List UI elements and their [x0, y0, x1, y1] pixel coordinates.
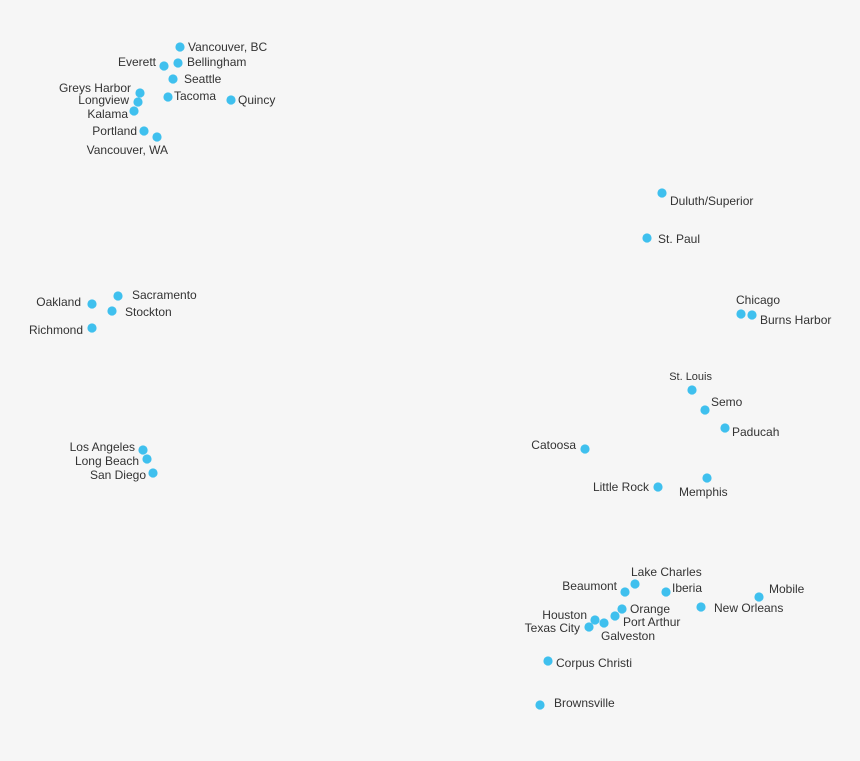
port-label-vancouver-bc: Vancouver, BC	[188, 40, 267, 54]
port-marker-longview[interactable]	[133, 97, 143, 107]
port-marker-iberia[interactable]	[661, 587, 671, 597]
port-marker-quincy[interactable]	[226, 95, 236, 105]
port-label-chicago: Chicago	[736, 293, 780, 307]
port-label-texas-city: Texas City	[525, 621, 580, 635]
port-label-long-beach: Long Beach	[75, 454, 139, 468]
port-label-catoosa: Catoosa	[531, 438, 576, 452]
port-label-paducah: Paducah	[732, 425, 779, 439]
port-label-st-louis: St. Louis	[669, 371, 712, 383]
port-label-little-rock: Little Rock	[593, 480, 650, 494]
port-label-oakland: Oakland	[36, 295, 81, 309]
port-marker-corpus-christi[interactable]	[543, 656, 553, 666]
port-label-los-angeles: Los Angeles	[70, 440, 135, 454]
port-label-portland: Portland	[92, 124, 137, 138]
port-label-greys-harbor: Greys Harbor	[59, 81, 131, 95]
port-marker-richmond[interactable]	[87, 323, 97, 333]
port-marker-st-paul[interactable]	[642, 233, 652, 243]
port-marker-catoosa[interactable]	[580, 444, 590, 454]
port-marker-st-louis[interactable]	[687, 385, 697, 395]
port-marker-sacramento[interactable]	[113, 291, 123, 301]
port-marker-chicago[interactable]	[736, 309, 746, 319]
port-label-mobile: Mobile	[769, 582, 805, 596]
port-label-galveston: Galveston	[601, 629, 655, 643]
port-label-iberia: Iberia	[672, 581, 702, 595]
port-label-seattle: Seattle	[184, 72, 222, 86]
port-marker-memphis[interactable]	[702, 473, 712, 483]
port-marker-texas-city[interactable]	[584, 622, 594, 632]
port-marker-galveston[interactable]	[599, 618, 609, 628]
port-label-memphis: Memphis	[679, 485, 728, 499]
port-label-houston: Houston	[542, 608, 587, 622]
port-marker-duluth-superior[interactable]	[657, 188, 667, 198]
port-marker-port-arthur[interactable]	[610, 611, 620, 621]
port-marker-mobile[interactable]	[754, 592, 764, 602]
port-label-longview: Longview	[78, 93, 129, 107]
port-marker-tacoma[interactable]	[163, 92, 173, 102]
port-label-richmond: Richmond	[29, 323, 83, 337]
port-marker-vancouver-wa[interactable]	[152, 132, 162, 142]
port-label-stockton: Stockton	[125, 305, 172, 319]
port-label-corpus-christi: Corpus Christi	[556, 656, 632, 670]
port-marker-greys-harbor[interactable]	[135, 88, 145, 98]
port-label-quincy: Quincy	[238, 93, 275, 107]
port-label-orange: Orange	[630, 602, 670, 616]
port-label-brownsville: Brownsville	[554, 696, 615, 710]
port-marker-lake-charles[interactable]	[630, 579, 640, 589]
port-marker-stockton[interactable]	[107, 306, 117, 316]
port-marker-brownsville[interactable]	[535, 700, 545, 710]
port-label-semo: Semo	[711, 395, 743, 409]
port-marker-beaumont[interactable]	[620, 587, 630, 597]
port-label-burns-harbor: Burns Harbor	[760, 313, 831, 327]
port-marker-portland[interactable]	[139, 126, 149, 136]
port-label-beaumont: Beaumont	[562, 579, 617, 593]
port-marker-kalama[interactable]	[129, 106, 139, 116]
port-marker-los-angeles[interactable]	[138, 445, 148, 455]
port-marker-houston[interactable]	[590, 615, 600, 625]
port-label-port-arthur: Port Arthur	[623, 615, 680, 629]
port-label-tacoma: Tacoma	[174, 89, 216, 103]
port-label-lake-charles: Lake Charles	[631, 565, 702, 579]
port-label-duluth-superior: Duluth/Superior	[670, 194, 753, 208]
port-marker-paducah[interactable]	[720, 423, 730, 433]
port-marker-seattle[interactable]	[168, 74, 178, 84]
port-label-bellingham: Bellingham	[187, 55, 246, 69]
port-marker-vancouver-bc[interactable]	[175, 42, 185, 52]
port-marker-burns-harbor[interactable]	[747, 310, 757, 320]
port-marker-little-rock[interactable]	[653, 482, 663, 492]
port-label-san-diego: San Diego	[90, 468, 146, 482]
port-label-kalama: Kalama	[87, 107, 128, 121]
port-marker-long-beach[interactable]	[142, 454, 152, 464]
port-marker-everett[interactable]	[159, 61, 169, 71]
port-label-st-paul: St. Paul	[658, 232, 700, 246]
port-label-vancouver-wa: Vancouver, WA	[87, 143, 168, 157]
port-markers	[87, 42, 764, 710]
port-label-sacramento: Sacramento	[132, 288, 197, 302]
port-marker-orange[interactable]	[617, 604, 627, 614]
port-labels: Vancouver, BC Everett Bellingham Seattle Gre…	[29, 40, 831, 710]
port-marker-san-diego[interactable]	[148, 468, 158, 478]
port-label-everett: Everett	[118, 55, 157, 69]
port-marker-bellingham[interactable]	[173, 58, 183, 68]
port-label-new-orleans: New Orleans	[714, 601, 783, 615]
port-marker-semo[interactable]	[700, 405, 710, 415]
port-marker-oakland[interactable]	[87, 299, 97, 309]
port-marker-new-orleans[interactable]	[696, 602, 706, 612]
